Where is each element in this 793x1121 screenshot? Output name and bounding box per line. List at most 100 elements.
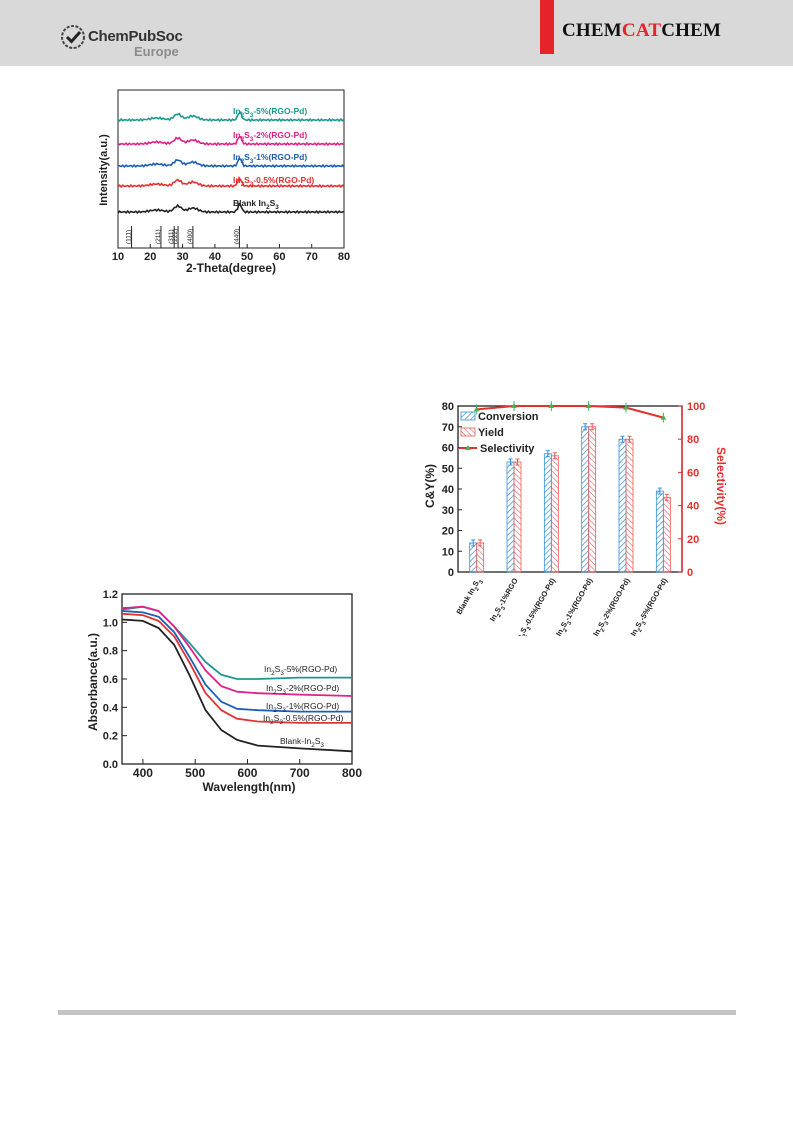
label-part: -0.5%(RGO-Pd): [253, 175, 314, 185]
legend-swatch-yield: [460, 427, 476, 437]
cat-y2tick-label: 40: [687, 501, 699, 513]
uv-series-line: [121, 610, 352, 713]
label-part: 3: [566, 621, 573, 627]
yield-bar: [513, 461, 522, 573]
label-part: S: [277, 701, 283, 711]
label-part: 3: [320, 742, 324, 749]
label-part: 3: [250, 158, 254, 165]
uv-xtick-label: 500: [185, 766, 205, 780]
xrd-ref-label: (440): [233, 229, 240, 244]
xrd-frame: [117, 89, 345, 249]
label-part: In: [233, 130, 241, 140]
cat-ytick-label: 50: [442, 463, 454, 475]
cat-ytick-label: 30: [442, 505, 454, 517]
uv-xtick-label: 800: [342, 766, 362, 780]
label-part: In: [466, 586, 477, 597]
xrd-series-line: [117, 135, 345, 147]
selectivity-point: [660, 414, 667, 420]
label-part: S: [315, 736, 321, 746]
conversion-bar: [618, 438, 627, 573]
cat-ytick-label: 10: [442, 546, 454, 558]
uv-series-line: [121, 605, 353, 697]
xrd-ref-label: (211): [155, 229, 162, 244]
label-part: 2: [241, 136, 245, 143]
cat-category-label: In2S3-5%(RGO-Pd): [629, 576, 672, 636]
uv-ytick-label: 1.2: [103, 589, 118, 601]
label-part: 3: [250, 136, 254, 143]
label-part: S: [274, 713, 280, 723]
label-part: S: [596, 620, 606, 629]
uv-series-label: Blank-In2S3: [280, 736, 324, 749]
label-part: 2: [241, 181, 245, 188]
publisher-region: Europe: [134, 44, 179, 59]
label-part: -1%(RGO-Pd): [286, 701, 340, 711]
xrd-series-line: [117, 157, 345, 169]
cat-category-label: Blank In2S3: [454, 577, 485, 618]
uv-series-label: In2S3-1%(RGO-Pd): [266, 701, 339, 714]
label-part: -5%(RGO-Pd): [638, 576, 670, 622]
uvvis-chart: 400 500 600 700 8000.00.20.40.60.81.01.2In2S…: [86, 589, 362, 794]
label-part: S: [270, 198, 276, 208]
label-part: S: [244, 106, 250, 116]
xrd-ylabel: Intensity(a.u.): [98, 134, 110, 206]
uv-xtick-label: 600: [237, 766, 257, 780]
cat-y2tick-label: 0: [687, 567, 693, 579]
label-part: -2%(RGO-Pd): [600, 576, 632, 622]
uv-ytick-label: 0.4: [103, 702, 119, 714]
label-part: In: [554, 627, 565, 636]
label-part: In: [629, 627, 640, 636]
label-part: 3: [280, 670, 284, 677]
selectivity-line: [476, 405, 664, 419]
selectivity-point: [473, 406, 480, 412]
uv-series-line: [121, 618, 353, 753]
label-part: -5%(RGO-Pd): [253, 106, 307, 116]
label-part: S: [471, 579, 481, 588]
label-part: 2: [241, 112, 245, 119]
uv-series-label: In2S3-5%(RGO-Pd): [264, 664, 337, 677]
uv-ylabel: Absorbance(a.u.): [86, 633, 100, 731]
accent-bar: [540, 0, 554, 54]
cat-ylabel: C&Y(%): [423, 464, 437, 508]
cat-ytick-label: 80: [442, 401, 454, 413]
label-part: -2%(RGO-Pd): [286, 683, 340, 693]
xrd-ref-label: (400): [187, 229, 194, 244]
uv-ytick-label: 0.0: [103, 759, 118, 771]
selectivity-point: [511, 403, 517, 408]
uv-xtick-label: 700: [290, 766, 310, 780]
xrd-xtick-label: 30: [176, 251, 188, 263]
globe-check-icon: [61, 25, 85, 49]
uv-ytick-label: 1.0: [103, 617, 118, 629]
xrd-ref-label: (222): [172, 229, 179, 244]
label-part: S: [277, 683, 283, 693]
label-part: -2%(RGO-Pd): [253, 130, 307, 140]
label-part: -1%RGO: [497, 576, 520, 607]
xrd-series-line: [117, 202, 345, 215]
label-part: S: [633, 620, 643, 629]
legend-label-yield: Yield: [478, 427, 504, 439]
xrd-xtick-label: 60: [273, 251, 285, 263]
label-part: 3: [641, 621, 648, 627]
page-header: ChemPubSoc Europe CHEMCATCHEM: [0, 0, 793, 66]
uv-series-label: In2S3-2%(RGO-Pd): [266, 683, 339, 696]
label-part: -1%(RGO-Pd): [563, 576, 595, 622]
label-part: In: [266, 701, 273, 711]
label-part: In: [513, 632, 524, 636]
label-part: 2: [266, 204, 270, 211]
label-part: S: [518, 626, 528, 635]
label-part: 2: [474, 587, 481, 593]
selectivity-point: [623, 404, 629, 410]
xrd-series-label: In2S3-1%(RGO-Pd): [233, 152, 307, 165]
uv-ytick-label: 0.8: [103, 646, 118, 658]
legend-label-selectivity: Selectivity: [480, 443, 535, 455]
label-part: 3: [604, 621, 611, 627]
label-part: -1%(RGO-Pd): [253, 152, 307, 162]
xrd-xtick-label: 40: [209, 251, 221, 263]
publisher-name: ChemPubSoc: [88, 28, 183, 45]
conversion-bar: [506, 461, 515, 573]
journal-title: CHEMCATCHEM: [562, 20, 721, 42]
cat-ytick-label: 0: [448, 567, 454, 579]
label-part: 3: [250, 112, 254, 119]
label-part: 2: [562, 628, 569, 634]
label-part: S: [493, 606, 503, 615]
label-part: -5%(RGO-Pd): [284, 664, 338, 674]
